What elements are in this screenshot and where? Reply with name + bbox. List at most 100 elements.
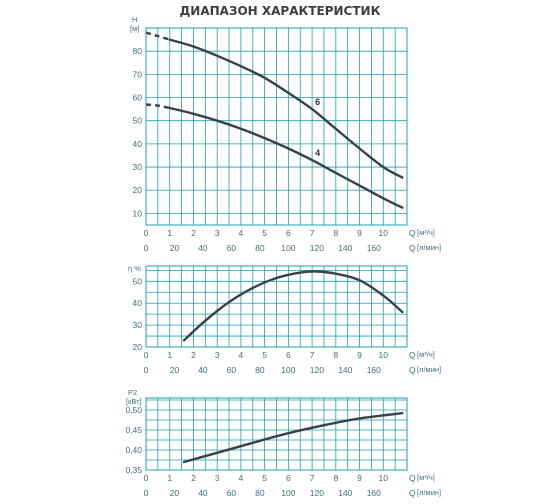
x-tick-label-lmin: 120 xyxy=(310,488,324,498)
x-axis-label-m3h: Q xyxy=(409,228,416,238)
x-tick-label-m3h: 2 xyxy=(191,228,196,238)
x-tick-label-m3h: 8 xyxy=(333,350,338,360)
y-tick-label: 20 xyxy=(133,342,143,352)
x-tick-label-m3h: 7 xyxy=(310,228,315,238)
x-tick-label-lmin: 120 xyxy=(310,243,324,253)
x-tick-label-m3h: 7 xyxy=(310,350,315,360)
x-tick-label-lmin: 120 xyxy=(310,365,324,375)
x-tick-label-m3h: 10 xyxy=(379,473,389,483)
x-tick-label-m3h: 0 xyxy=(144,473,149,483)
x-tick-label-m3h: 5 xyxy=(262,228,267,238)
x-tick-label-lmin: 140 xyxy=(338,365,352,375)
x-tick-label-m3h: 6 xyxy=(286,228,291,238)
x-tick-label-m3h: 8 xyxy=(333,473,338,483)
x-tick-label-lmin: 20 xyxy=(170,365,180,375)
y-tick-label: 0,40 xyxy=(125,445,142,455)
y-tick-label: 20 xyxy=(133,185,143,195)
x-tick-label-lmin: 20 xyxy=(170,243,180,253)
x-tick-label-lmin: 160 xyxy=(367,488,381,498)
x-tick-label-m3h: 0 xyxy=(144,350,149,360)
x-tick-label-lmin: 160 xyxy=(367,365,381,375)
x-tick-label-lmin: 80 xyxy=(255,243,265,253)
x-axis-unit-m3h: [м³/ч] xyxy=(417,473,435,482)
x-tick-label-m3h: 7 xyxy=(310,473,315,483)
plot-frame xyxy=(145,27,408,226)
x-tick-label-m3h: 9 xyxy=(357,473,362,483)
x-axis-label-m3h: Q xyxy=(409,473,416,483)
y-tick-label: 0,35 xyxy=(125,465,142,475)
y-tick-label: 50 xyxy=(133,116,143,126)
x-axis-unit-m3h: [м³/ч] xyxy=(417,350,435,359)
x-tick-label-lmin: 60 xyxy=(227,488,237,498)
x-axis-label-lmin: Q xyxy=(409,488,416,498)
x-tick-label-m3h: 1 xyxy=(167,350,172,360)
y-tick-label: 70 xyxy=(133,69,143,79)
page-title: ДИАПАЗОН ХАРАКТЕРИСТИК xyxy=(179,4,381,18)
x-tick-label-m3h: 2 xyxy=(191,350,196,360)
y-axis-label: H xyxy=(132,15,137,24)
x-tick-label-lmin: 80 xyxy=(255,365,265,375)
x-tick-label-lmin: 0 xyxy=(144,365,149,375)
x-tick-label-lmin: 60 xyxy=(227,243,237,253)
y-tick-label: 30 xyxy=(133,162,143,172)
x-axis-label-m3h: Q xyxy=(409,350,416,360)
x-tick-label-lmin: 140 xyxy=(338,488,352,498)
y-tick-label: 40 xyxy=(133,298,143,308)
x-tick-label-m3h: 0 xyxy=(144,228,149,238)
series-label: 4 xyxy=(315,148,320,158)
series-line xyxy=(182,270,404,342)
y-tick-label: 40 xyxy=(133,139,143,149)
x-tick-label-m3h: 2 xyxy=(191,473,196,483)
x-axis-unit-lmin: [л/мин] xyxy=(417,365,441,374)
x-tick-label-lmin: 100 xyxy=(281,488,295,498)
x-tick-label-m3h: 4 xyxy=(239,473,244,483)
x-tick-label-lmin: 80 xyxy=(255,488,265,498)
x-axis-unit-m3h: [м³/ч] xyxy=(417,228,435,237)
series-line xyxy=(168,106,404,209)
x-tick-label-lmin: 60 xyxy=(227,365,237,375)
x-tick-label-m3h: 3 xyxy=(215,228,220,238)
x-tick-label-m3h: 5 xyxy=(262,350,267,360)
x-tick-label-m3h: 3 xyxy=(215,350,220,360)
series-line xyxy=(168,38,404,179)
x-tick-label-lmin: 0 xyxy=(144,243,149,253)
x-axis-unit-lmin: [л/мин] xyxy=(417,243,441,252)
y-tick-label: 0,50 xyxy=(125,405,142,415)
x-tick-label-m3h: 5 xyxy=(262,473,267,483)
x-tick-label-m3h: 10 xyxy=(379,228,389,238)
x-tick-label-m3h: 9 xyxy=(357,228,362,238)
x-tick-label-m3h: 6 xyxy=(286,350,291,360)
y-tick-label: 50 xyxy=(133,276,143,286)
x-tick-label-m3h: 4 xyxy=(239,350,244,360)
y-tick-label: 10 xyxy=(133,208,143,218)
plot-frame xyxy=(145,265,408,348)
y-axis-label: η % xyxy=(128,264,141,273)
series-label: 6 xyxy=(315,97,320,107)
x-tick-label-m3h: 8 xyxy=(333,228,338,238)
y-tick-label: 80 xyxy=(133,46,143,56)
plot-frame xyxy=(145,397,408,471)
series-line-extension xyxy=(145,31,171,41)
series-line-extension xyxy=(145,103,170,110)
y-tick-label: 60 xyxy=(133,93,143,103)
x-tick-label-lmin: 160 xyxy=(367,243,381,253)
y-tick-label: 0,45 xyxy=(125,425,142,435)
x-axis-label-lmin: Q xyxy=(409,243,416,253)
x-tick-label-m3h: 4 xyxy=(239,228,244,238)
y-axis-unit: [м] xyxy=(130,24,139,33)
x-tick-label-m3h: 3 xyxy=(215,473,220,483)
x-tick-label-lmin: 40 xyxy=(198,243,208,253)
x-axis-unit-lmin: [л/мин] xyxy=(417,488,441,497)
x-tick-label-lmin: 140 xyxy=(338,243,352,253)
y-axis-label: P2 xyxy=(128,388,137,397)
x-tick-label-m3h: 10 xyxy=(379,350,389,360)
x-tick-label-m3h: 9 xyxy=(357,350,362,360)
x-tick-label-lmin: 40 xyxy=(198,365,208,375)
x-tick-label-lmin: 20 xyxy=(170,488,180,498)
y-tick-label: 30 xyxy=(133,320,143,330)
x-tick-label-m3h: 6 xyxy=(286,473,291,483)
x-tick-label-m3h: 1 xyxy=(167,228,172,238)
x-axis-label-lmin: Q xyxy=(409,365,416,375)
series-line xyxy=(182,412,404,464)
